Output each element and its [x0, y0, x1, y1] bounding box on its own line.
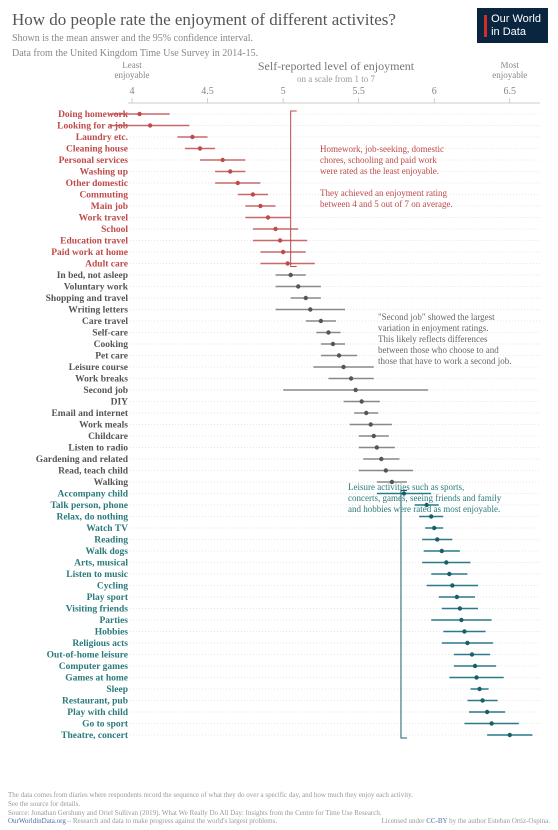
footer-line2: See the source for details.: [8, 800, 550, 809]
row-label: Sleep: [106, 685, 128, 695]
row-label: Hobbies: [95, 628, 129, 638]
svg-text:Least: Least: [122, 62, 142, 70]
row-label: Shopping and travel: [46, 294, 129, 304]
row-label: Leisure course: [69, 363, 128, 373]
row-label: Main job: [91, 202, 128, 212]
svg-text:were rated as the least enjoya: were rated as the least enjoyable.: [320, 166, 439, 176]
row-label: Walking: [94, 478, 129, 488]
svg-text:enjoyable: enjoyable: [115, 70, 150, 80]
row-label: Reading: [94, 536, 128, 546]
row-label: Arts, musical: [74, 559, 128, 569]
row-label: Work meals: [79, 421, 128, 431]
row-label: Computer games: [59, 662, 129, 672]
row-label: Childcare: [88, 432, 128, 442]
svg-text:chores, schooling and paid wor: chores, schooling and paid work: [320, 155, 437, 165]
row-label: Religious acts: [72, 639, 128, 649]
chart-area: Self-reported level of enjoymenton a sca…: [0, 62, 558, 782]
row-label: Cycling: [97, 582, 128, 592]
row-label: Play sport: [87, 593, 129, 603]
svg-text:between those who choose to an: between those who choose to and: [378, 345, 499, 355]
row-label: Work breaks: [75, 375, 128, 385]
svg-text:5.5: 5.5: [352, 86, 365, 97]
row-label: Visiting friends: [66, 605, 128, 615]
logo-line1: Our World: [491, 13, 541, 25]
svg-text:concerts, games, seeing friend: concerts, games, seeing friends and fami…: [348, 493, 502, 503]
row-label: Second job: [83, 386, 128, 396]
row-label: Voluntary work: [64, 283, 129, 293]
row-label: Cleaning house: [66, 145, 128, 155]
svg-text:Leisure activities such as spo: Leisure activities such as sports,: [348, 482, 464, 492]
row-label: Care travel: [82, 317, 128, 327]
row-label: Commuting: [79, 191, 128, 201]
svg-text:This likely reflects differenc: This likely reflects differences: [378, 334, 488, 344]
row-label: Other domestic: [66, 179, 128, 189]
footer-line4: – Research and data to make progress aga…: [66, 817, 277, 825]
owid-logo: Our World in Data: [477, 8, 548, 43]
svg-text:Homework, job-seeking, domesti: Homework, job-seeking, domestic: [320, 144, 444, 154]
svg-text:Self-reported level of enjoyme: Self-reported level of enjoyment: [258, 62, 415, 73]
row-label: Restaurant, pub: [62, 697, 128, 707]
row-label: Email and internet: [51, 409, 128, 419]
row-label: Parties: [100, 616, 129, 626]
chart-subtitle-2: Data from the United Kingdom Time Use Su…: [12, 47, 546, 60]
row-label: Washing up: [80, 168, 128, 178]
chart-subtitle-1: Shown is the mean answer and the 95% con…: [12, 32, 546, 45]
svg-text:4: 4: [130, 86, 135, 97]
svg-text:variation in enjoyment ratings: variation in enjoyment ratings.: [378, 323, 488, 333]
row-label: Talk person, phone: [50, 501, 128, 511]
chart-title: How do people rate the enjoyment of diff…: [12, 10, 546, 30]
row-label: Doing homework: [58, 110, 129, 120]
svg-text:They achieved an enjoyment rat: They achieved an enjoyment rating: [320, 188, 447, 198]
logo-line2: in Data: [491, 26, 526, 38]
footer-line3: Source: Jonathan Gershuny and Oriel Sull…: [8, 809, 550, 818]
row-label: Go to sport: [82, 720, 129, 730]
svg-text:6: 6: [432, 86, 437, 97]
svg-text:"Second job" showed the larges: "Second job" showed the largest: [378, 312, 495, 322]
footer-license: CC-BY: [426, 817, 447, 825]
row-label: Relax, do nothing: [56, 513, 128, 523]
svg-text:between 4 and 5 out of 7 on av: between 4 and 5 out of 7 on average.: [320, 199, 453, 209]
row-label: Listen to music: [66, 570, 128, 580]
header: How do people rate the enjoyment of diff…: [0, 0, 558, 64]
row-label: Education travel: [60, 237, 128, 247]
row-label: School: [101, 225, 128, 235]
svg-text:5: 5: [281, 86, 286, 97]
row-label: Listen to radio: [68, 444, 128, 454]
row-label: Watch TV: [86, 524, 128, 534]
footer-site: OurWorldinData.org: [8, 817, 66, 825]
svg-text:and hobbies were rated as most: and hobbies were rated as most enjoyable…: [348, 504, 500, 514]
row-label: Adult care: [85, 260, 128, 270]
row-label: Gardening and related: [36, 455, 129, 465]
row-label: Paid work at home: [51, 248, 128, 258]
row-label: Looking for a job: [57, 122, 128, 132]
row-label: DIY: [111, 398, 129, 408]
row-label: Personal services: [59, 156, 129, 166]
svg-text:on a scale from 1 to 7: on a scale from 1 to 7: [297, 74, 375, 84]
row-label: Theatre, concert: [61, 731, 129, 741]
footer: The data comes from diaries where respon…: [8, 791, 550, 826]
row-label: In bed, not asleep: [57, 271, 128, 281]
row-label: Read, teach child: [58, 467, 129, 477]
row-label: Pet care: [95, 352, 128, 362]
row-label: Games at home: [65, 674, 128, 684]
row-label: Accompany child: [58, 490, 129, 500]
row-label: Play with child: [67, 708, 128, 718]
row-label: Writing letters: [68, 306, 128, 316]
row-label: Self-care: [92, 329, 128, 339]
row-label: Cooking: [94, 340, 129, 350]
svg-text:enjoyable: enjoyable: [492, 70, 527, 80]
row-label: Walk dogs: [85, 547, 128, 557]
svg-text:6.5: 6.5: [504, 86, 517, 97]
row-label: Out-of-home leisure: [47, 651, 128, 661]
row-label: Work travel: [79, 214, 129, 224]
svg-text:4.5: 4.5: [201, 86, 214, 97]
svg-text:Most: Most: [501, 62, 520, 70]
footer-line1: The data comes from diaries where respon…: [8, 791, 550, 800]
svg-text:those that have to work a seco: those that have to work a second job.: [378, 356, 511, 366]
row-label: Laundry etc.: [76, 133, 128, 143]
